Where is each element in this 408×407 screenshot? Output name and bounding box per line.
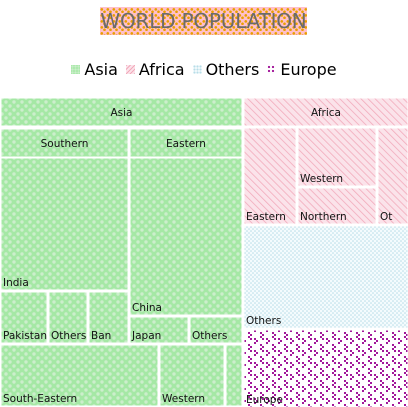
treemap-label-asia: Asia bbox=[110, 107, 132, 119]
treemap-cell-india bbox=[0, 157, 129, 291]
treemap-label-others: Others bbox=[192, 330, 227, 342]
treemap-cell-asia-small bbox=[225, 344, 243, 407]
treemap-label-others: Others bbox=[246, 315, 281, 327]
treemap-cell-south-eastern bbox=[0, 344, 159, 407]
treemap-label-eastern: Eastern bbox=[166, 138, 206, 150]
treemap-cell-bangladesh bbox=[88, 291, 129, 344]
treemap-cell-others bbox=[189, 316, 243, 344]
legend-item-asia: Asia bbox=[71, 60, 118, 79]
treemap-cell-southern bbox=[0, 128, 129, 158]
treemap-label-southern: Southern bbox=[41, 138, 89, 150]
treemap-cell-china bbox=[129, 157, 243, 316]
treemap-cell-western bbox=[159, 344, 225, 407]
treemap-cell-africa bbox=[243, 97, 408, 127]
treemap-cell-japan bbox=[129, 316, 189, 344]
treemap-cell-western bbox=[297, 127, 377, 187]
legend-label-europe: Europe bbox=[280, 60, 337, 79]
treemap-cell-others bbox=[377, 127, 408, 225]
treemap-label-pakistan: Pakistan bbox=[3, 330, 47, 342]
treemap-cell-others bbox=[243, 225, 408, 329]
legend-label-asia: Asia bbox=[84, 60, 118, 79]
treemap-label-others: Others bbox=[51, 330, 86, 342]
treemap-cell-others bbox=[48, 291, 88, 344]
treemap-label-japan: Japan bbox=[131, 330, 161, 342]
treemap-label-bangladesh: Ban bbox=[91, 330, 111, 342]
treemap-label-india: India bbox=[3, 277, 29, 289]
legend-item-europe: Europe bbox=[267, 60, 337, 79]
treemap-cell-europe bbox=[243, 329, 408, 407]
treemap-label-china: China bbox=[132, 302, 162, 314]
treemap-label-western: Western bbox=[162, 393, 205, 405]
legend-label-africa: Africa bbox=[138, 60, 185, 79]
treemap-label-others: Ot bbox=[380, 211, 392, 223]
treemap-label-northern: Northern bbox=[300, 211, 347, 223]
treemap-label-africa: Africa bbox=[311, 107, 341, 119]
legend-label-others: Others bbox=[205, 60, 260, 79]
chart-title-box: WORLD POPULATION bbox=[100, 7, 307, 35]
treemap-cell-eastern bbox=[243, 127, 297, 225]
chart-legend: Asia Africa Others Europe bbox=[0, 60, 408, 82]
legend-item-others: Others bbox=[192, 60, 260, 79]
treemap-cell-northern bbox=[297, 187, 377, 225]
chart-title: WORLD POPULATION bbox=[100, 9, 307, 33]
legend-item-africa: Africa bbox=[125, 60, 185, 79]
legend-swatch-europe bbox=[267, 65, 277, 74]
treemap-label-eastern: Eastern bbox=[246, 211, 286, 223]
treemap-cell-asia bbox=[0, 97, 243, 127]
legend-swatch-others bbox=[192, 65, 202, 74]
legend-swatch-africa bbox=[125, 65, 135, 74]
treemap-cell-pakistan bbox=[0, 291, 48, 344]
treemap-label-south-eastern: South-Eastern bbox=[3, 393, 77, 405]
legend-swatch-asia bbox=[71, 65, 81, 74]
treemap-label-europe: Europe bbox=[246, 394, 283, 406]
treemap-cell-eastern bbox=[129, 128, 243, 158]
treemap-label-western: Western bbox=[300, 173, 343, 185]
